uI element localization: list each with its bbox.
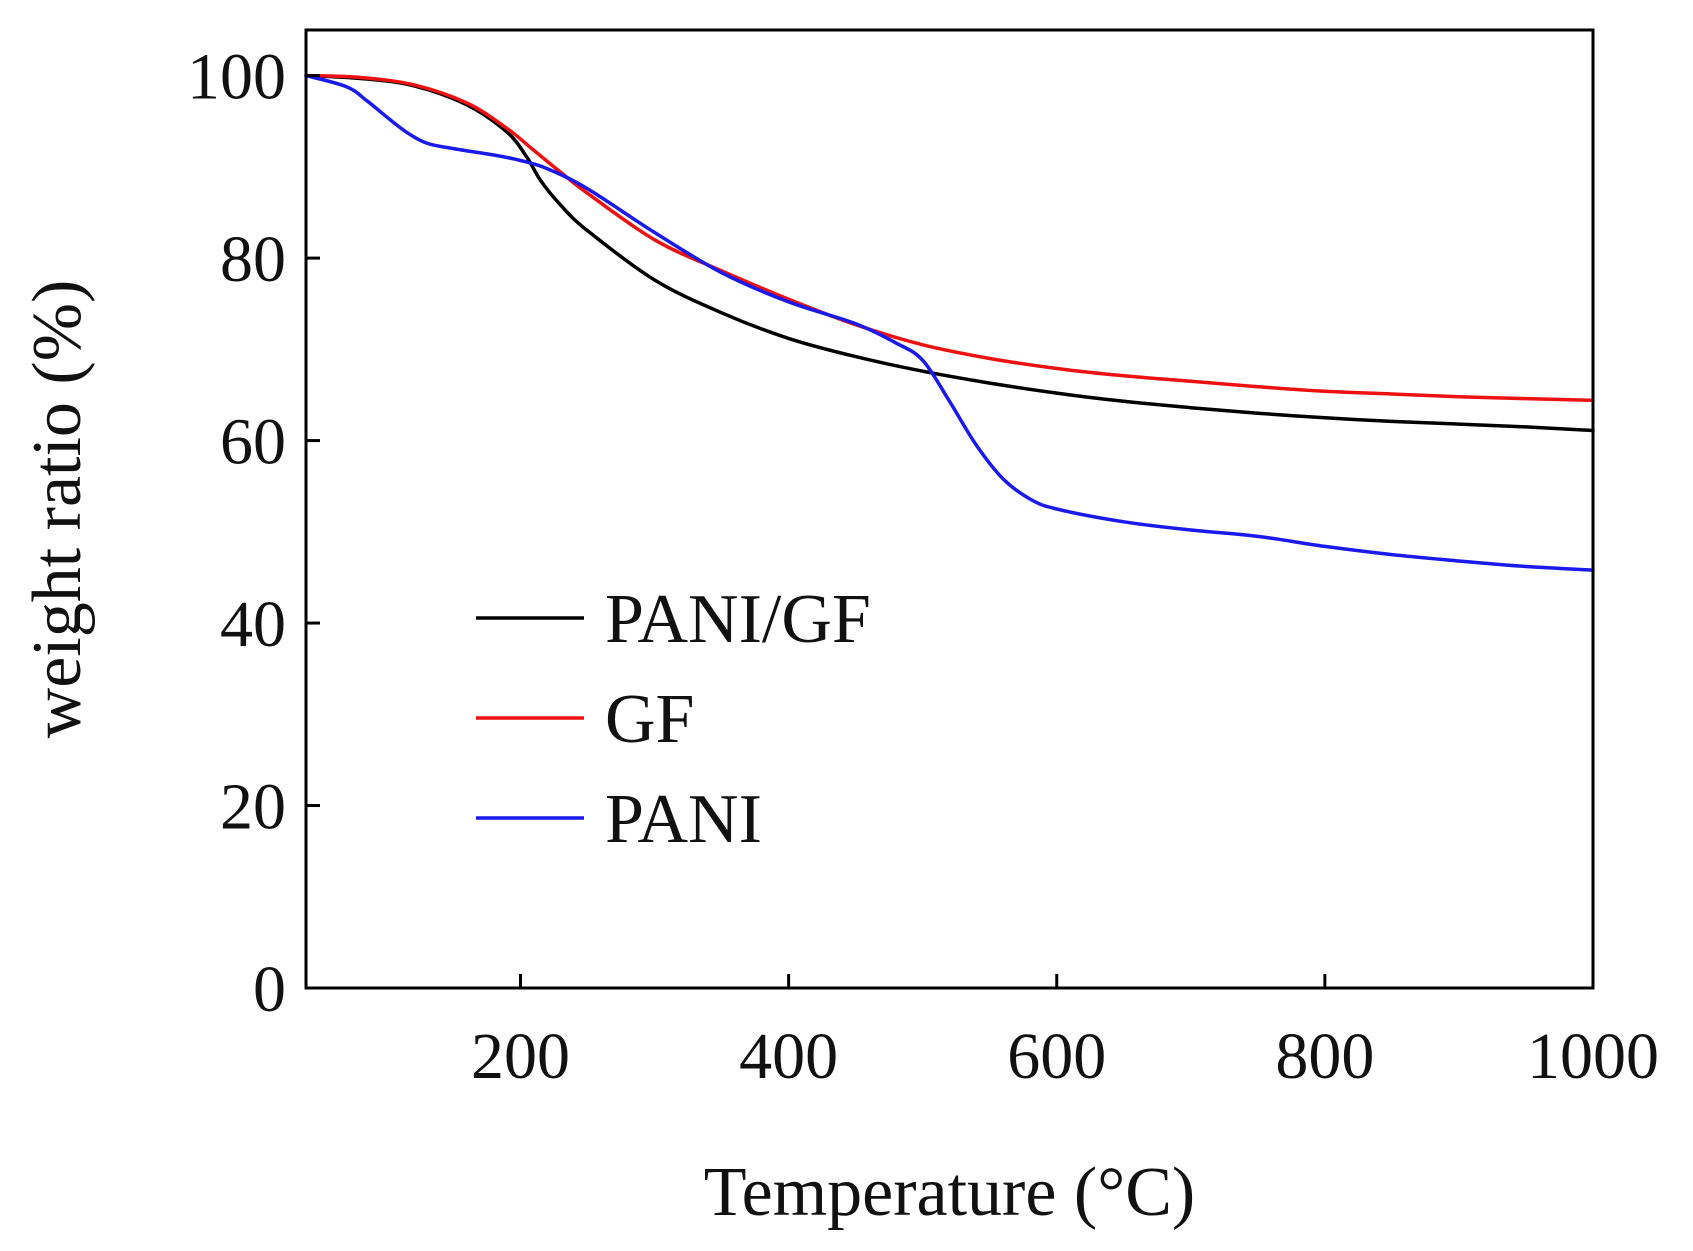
legend-label-gf: GF (605, 681, 694, 758)
x-tick-label: 400 (739, 1020, 838, 1093)
y-tick-label: 100 (187, 41, 286, 114)
tick-layer: 200 400 600 800 1000 0 20 40 60 80 100 (187, 41, 1659, 1093)
series-line-pani-gf (304, 73, 1595, 433)
y-tick-label: 40 (220, 588, 286, 661)
y-tick-label: 60 (220, 406, 286, 479)
x-tick-label: 800 (1275, 1020, 1374, 1093)
series-line-pani (304, 73, 1595, 572)
x-tick-label: 600 (1007, 1020, 1106, 1093)
y-axis-title: weight ratio (%) (19, 280, 96, 739)
y-tick-label: 20 (220, 771, 286, 844)
x-axis-title: Temperature (°C) (704, 1154, 1195, 1231)
x-tick-label: 200 (471, 1020, 570, 1093)
series-layer (304, 73, 1595, 572)
legend: PANI/GF GF PANI (476, 581, 871, 858)
y-tick-label: 0 (253, 953, 286, 1026)
x-tick-label: 1000 (1527, 1020, 1659, 1093)
plot-frame (304, 28, 1595, 990)
y-tick-label: 80 (220, 223, 286, 296)
series-line-gf (304, 73, 1595, 403)
legend-label-pani-gf: PANI/GF (605, 581, 871, 658)
legend-label-pani: PANI (605, 781, 762, 858)
